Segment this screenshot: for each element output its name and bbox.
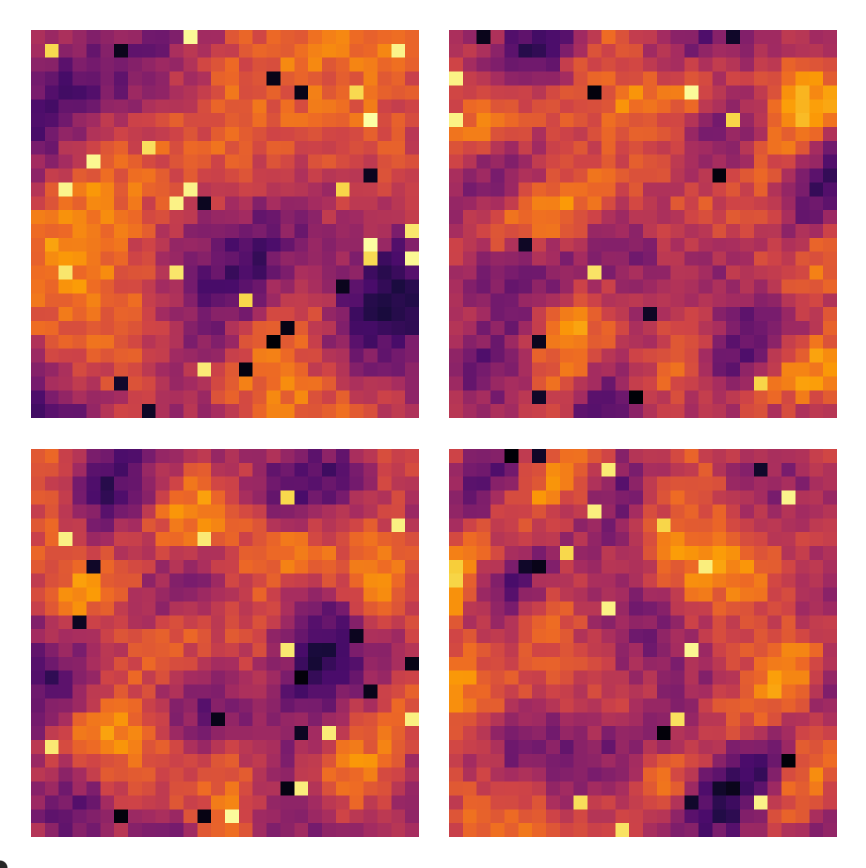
heatmap-panel-top-left: [31, 30, 419, 418]
heatmap-image-top-left: [31, 30, 419, 418]
heatmap-panel-bottom-right: [449, 449, 837, 837]
heatmap-image-bottom-right: [449, 449, 837, 837]
heatmap-image-top-right: [449, 30, 837, 418]
heatmap-panel-bottom-left: [31, 449, 419, 837]
heatmap-image-bottom-left: [31, 449, 419, 837]
window-corner: [0, 850, 18, 868]
heatmap-panel-top-right: [449, 30, 837, 418]
